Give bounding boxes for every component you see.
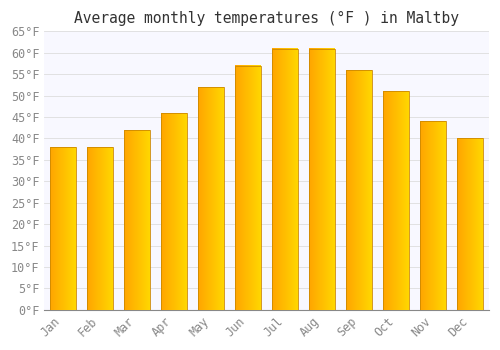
Bar [420, 121, 446, 310]
Bar [161, 113, 187, 310]
Bar [272, 49, 298, 310]
Bar [384, 91, 409, 310]
Bar [198, 87, 224, 310]
Bar [87, 147, 113, 310]
Bar [235, 66, 261, 310]
Title: Average monthly temperatures (°F ) in Maltby: Average monthly temperatures (°F ) in Ma… [74, 11, 459, 26]
Bar [346, 70, 372, 310]
Bar [124, 130, 150, 310]
Bar [458, 139, 483, 310]
Bar [50, 147, 76, 310]
Bar [310, 49, 335, 310]
